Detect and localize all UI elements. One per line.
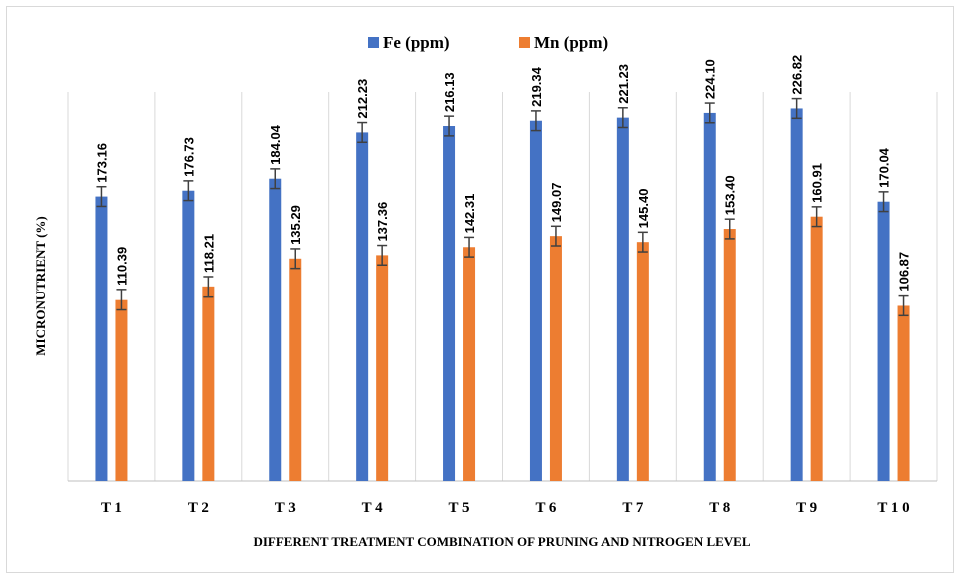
data-label: 106.87 xyxy=(897,252,912,292)
legend-swatch-mn xyxy=(519,37,530,48)
bar-mn xyxy=(289,258,302,481)
x-tick-label: T 4 xyxy=(362,500,383,516)
legend-label-fe: Fe (ppm) xyxy=(383,33,450,52)
bar-fe xyxy=(95,196,108,481)
x-tick-label: T 9 xyxy=(796,500,817,516)
data-label: 137.36 xyxy=(375,202,390,242)
data-label: 110.39 xyxy=(114,247,129,286)
data-label: 221.23 xyxy=(616,64,631,104)
bar-fe xyxy=(443,126,456,481)
bar-mn xyxy=(115,299,128,481)
legend-swatch-fe xyxy=(368,37,379,48)
data-label: 224.10 xyxy=(703,59,718,99)
bar-fe xyxy=(529,120,542,481)
data-label: 184.04 xyxy=(268,124,283,165)
data-label: 142.31 xyxy=(462,194,477,234)
bar-mn xyxy=(897,305,910,481)
x-tick-label: T 7 xyxy=(622,500,643,516)
data-label: 176.73 xyxy=(181,137,196,177)
bar-fe xyxy=(356,132,369,481)
data-label: 226.82 xyxy=(790,55,805,95)
data-label: 173.16 xyxy=(94,143,109,183)
data-label: 170.04 xyxy=(877,147,892,188)
bar-fe xyxy=(616,117,629,481)
bar-mn xyxy=(202,286,215,481)
data-label: 160.91 xyxy=(810,163,825,203)
bar-mn xyxy=(636,242,649,481)
x-tick-label: T 2 xyxy=(188,500,209,516)
data-label: 153.40 xyxy=(723,175,738,215)
data-label: 212.23 xyxy=(355,79,370,119)
data-label: 149.07 xyxy=(549,183,564,223)
legend-label-mn: Mn (ppm) xyxy=(534,33,608,52)
y-axis-title: MICRONUTRIENT (%) xyxy=(33,216,48,356)
x-tick-label: T 6 xyxy=(535,500,556,516)
data-label: 118.21 xyxy=(201,234,216,273)
bar-mn xyxy=(463,247,476,481)
data-label: 216.13 xyxy=(442,72,457,112)
bar-fe xyxy=(269,178,282,481)
bar-mn xyxy=(723,229,736,481)
bar-fe xyxy=(703,112,716,482)
bar-mn xyxy=(810,216,823,481)
x-tick-label: T 5 xyxy=(449,500,470,516)
data-label: 135.29 xyxy=(288,205,303,245)
x-tick-label: T 8 xyxy=(709,500,730,516)
x-tick-label: T 1 0 xyxy=(877,500,909,516)
data-label: 145.40 xyxy=(636,189,651,229)
bar-fe xyxy=(790,108,803,481)
x-tick-label: T 1 xyxy=(101,500,122,516)
bar-mn xyxy=(376,255,389,481)
x-tick-label: T 3 xyxy=(275,500,296,516)
bar-fe xyxy=(182,190,195,482)
bar-mn xyxy=(549,236,562,481)
x-axis-title: DIFFERENT TREATMENT COMBINATION OF PRUNI… xyxy=(253,534,750,549)
bar-fe xyxy=(877,201,890,481)
data-label: 219.34 xyxy=(529,66,544,107)
